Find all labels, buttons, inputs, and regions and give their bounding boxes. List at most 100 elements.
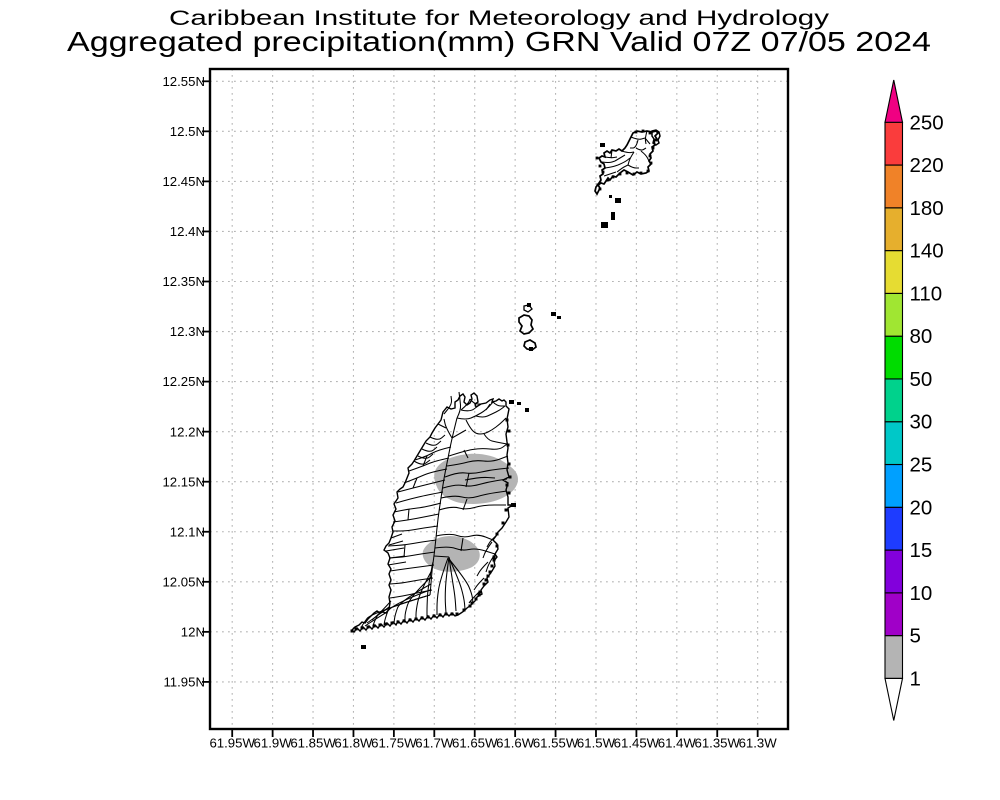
colorbar-tick-label: 140 [910, 240, 944, 263]
colorbar-segment [884, 506, 904, 551]
grenada-watershed-boundary [460, 537, 464, 552]
coast-jag-mark [482, 582, 486, 586]
islet-dot [609, 195, 612, 198]
colorbar-tick-label: 1 [910, 667, 921, 690]
grenada-watershed-boundary [414, 446, 452, 461]
coast-jag-mark [507, 491, 511, 495]
x-axis-tick-label: 61.7W [415, 736, 454, 751]
colorbar-tick-label: 20 [910, 496, 933, 519]
grenada-watershed-boundary [433, 555, 450, 558]
coast-jag-mark [438, 613, 442, 617]
coast-jag-mark [648, 154, 652, 158]
coast-jag-mark [354, 627, 358, 631]
coast-jag-mark [360, 626, 364, 630]
y-axis-labels: 12.55N 12.5N 12.45N 12.4N 12.35N 12.3N 12.25N 1… [162, 74, 205, 690]
grenada-watershed-boundary [482, 541, 493, 559]
grenada-watershed-boundary [403, 544, 406, 558]
colorbar-segment [884, 121, 904, 166]
coast-jag-mark [470, 601, 474, 605]
grenada-watershed-boundary [473, 577, 485, 591]
grenada-watershed-boundary [392, 513, 440, 523]
coast-jag-mark [490, 564, 494, 568]
colorbar-segment [884, 592, 904, 637]
carriacou-watershed-boundary [627, 151, 635, 166]
grenada-watershed-boundary [389, 577, 434, 585]
x-axis-tick-label: 61.75W [371, 736, 417, 751]
carriacou-watershed-boundary [630, 136, 646, 140]
coast-jag-mark [654, 138, 658, 142]
precip-shaded-regions [422, 453, 518, 572]
coast-jag-mark [634, 130, 638, 134]
carriacou-watershed-boundary [604, 164, 619, 169]
grenada-watershed-boundary [465, 472, 470, 488]
x-axis-tick-label: 61.65W [452, 736, 498, 751]
grenada-watershed-boundary [456, 391, 462, 419]
colorbar-segment [884, 335, 904, 380]
coast-jag-mark [450, 612, 454, 616]
grenada-watershed-boundary [395, 491, 444, 504]
coast-jag-mark [350, 629, 354, 633]
grenada-watershed-boundary [429, 434, 446, 440]
x-axis-tick-label: 61.35W [695, 736, 741, 751]
coast-jag-mark [492, 558, 496, 562]
grenada-watershed-boundary [421, 446, 438, 452]
grenada-watershed-boundary [425, 440, 442, 446]
coast-jag-mark [651, 146, 655, 150]
grenada-watershed-boundary [437, 423, 447, 429]
coast-jag-mark [420, 616, 424, 620]
axis-ticks [202, 80, 759, 737]
coast-jag-mark [601, 170, 605, 174]
carriacou-watershed-boundary [621, 150, 635, 154]
grenada-watershed-boundary [412, 477, 418, 489]
coast-jag-mark [595, 156, 599, 160]
colorbar-tick-label: 80 [910, 325, 933, 348]
coast-jag-mark [507, 429, 511, 433]
grenada-watershed-boundary [407, 508, 410, 521]
grenada-watershed-boundary [435, 533, 494, 541]
colorbar-segment [884, 549, 904, 594]
coast-jag-mark [488, 570, 492, 574]
grenada-watershed-boundary [476, 561, 489, 577]
coast-jag-mark [396, 620, 400, 624]
coast-jag-mark [408, 618, 412, 622]
grenada-watershed-boundary [388, 540, 404, 546]
x-axis-labels: 61.95W61.9W61.85W61.8W61.75W61.7W61.65W6… [209, 736, 777, 751]
islet-dot [615, 198, 621, 203]
grenada-watershed-boundary [483, 433, 508, 445]
colorbar-tick-label: 50 [910, 368, 933, 391]
x-axis-tick-label: 61.4W [658, 736, 697, 751]
islet-dot [361, 645, 366, 649]
figure-title-line1: Caribbean Institute for Meteorology and … [169, 7, 830, 30]
x-axis-tick-label: 61.6W [496, 736, 535, 751]
grenada-coastline [351, 392, 516, 634]
islet-dot [527, 303, 531, 307]
coast-jag-mark [639, 171, 643, 175]
y-axis-tick-label: 12.35N [162, 274, 205, 289]
grenada-watershed-boundary [389, 564, 435, 572]
y-axis-tick-label: 12.5N [170, 124, 205, 139]
coast-jag-mark [402, 619, 406, 623]
coast-jag-mark [486, 574, 490, 578]
grenada-watershed-boundary [417, 453, 434, 459]
coast-jag-mark [492, 555, 496, 559]
carriacou-watershed-boundary [630, 139, 639, 149]
colorbar-tick-label: 30 [910, 411, 933, 434]
coast-jag-mark [625, 171, 629, 175]
grenada-watershed-boundary [448, 557, 466, 610]
islet-dot [557, 316, 561, 319]
coast-jag-mark [501, 521, 505, 525]
grenada-watershed-boundary [366, 606, 390, 624]
plot-frame [208, 67, 790, 731]
coast-jag-mark [598, 164, 602, 168]
coast-jag-mark [432, 614, 436, 618]
grenada-watershed-boundary [389, 589, 433, 599]
map-frame [208, 67, 790, 731]
grenada-watershed-boundary [393, 583, 432, 624]
grenada-watershed-boundary [360, 594, 431, 629]
colorbar-segment [884, 292, 904, 337]
carriacou-watershed-boundary [635, 147, 647, 151]
colorbar-segment [884, 164, 904, 209]
grenada-watershed-boundary [447, 395, 453, 410]
grenada-watershed-boundary [451, 429, 467, 439]
precip-shade-south [422, 536, 480, 572]
